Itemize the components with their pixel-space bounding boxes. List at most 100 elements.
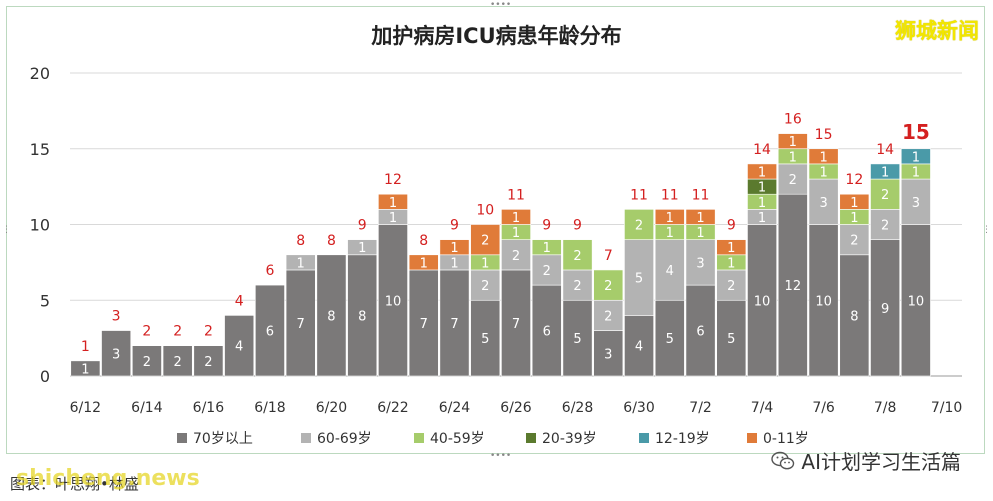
total-value-label: 12	[384, 172, 402, 188]
segment-value-label: 2	[143, 355, 151, 370]
segment-value-label: 1	[758, 165, 766, 180]
segment-value-label: 1	[666, 211, 674, 226]
total-value-label: 9	[573, 218, 582, 234]
bar-segment	[470, 299, 501, 377]
footer-brand: AI计划学习生活篇	[771, 446, 961, 475]
bar-segment	[716, 239, 747, 256]
segment-value-label: 2	[727, 279, 735, 294]
segment-value-label: 2	[573, 279, 581, 294]
segment-value-label: 7	[512, 317, 520, 332]
bar-segment	[531, 254, 562, 286]
bar-segment	[347, 254, 378, 377]
x-tick-label: 6/30	[623, 400, 654, 416]
segment-value-label: 2	[481, 279, 489, 294]
resize-handle-top[interactable]: ••••	[490, 0, 512, 10]
segment-value-label: 2	[204, 355, 212, 370]
segment-value-label: 1	[512, 211, 520, 226]
segment-value-label: 1	[696, 211, 704, 226]
watermark-logo: 狮城新闻	[895, 19, 979, 43]
segment-value-label: 1	[850, 196, 858, 211]
x-tick-label: 7/8	[874, 400, 897, 416]
segment-value-label: 5	[481, 332, 489, 347]
total-value-label: 14	[753, 142, 771, 158]
x-tick-label: 6/26	[500, 400, 532, 416]
legend-swatch	[414, 433, 424, 443]
segment-value-label: 2	[573, 249, 581, 264]
segment-value-label: 1	[819, 150, 827, 165]
x-tick-label: 6/22	[377, 400, 408, 416]
segment-value-label: 10	[754, 294, 771, 309]
x-tick-label: 6/28	[562, 400, 593, 416]
segment-value-label: 6	[266, 325, 274, 340]
segment-value-label: 1	[420, 256, 428, 271]
total-value-label: 8	[296, 233, 305, 249]
segment-value-label: 1	[758, 211, 766, 226]
bar-segment	[593, 269, 624, 301]
segment-value-label: 1	[912, 150, 920, 165]
bar-segment	[747, 224, 777, 377]
resize-handle-right[interactable]: ⋮	[982, 225, 991, 235]
bar-segment	[685, 284, 716, 377]
bar-segment	[501, 269, 531, 377]
legend-label: 60-69岁	[317, 431, 372, 447]
bar-segment	[900, 148, 931, 165]
total-value-label: 6	[265, 263, 274, 279]
bar-segment	[870, 209, 901, 240]
legend-label: 12-19岁	[655, 431, 710, 447]
bar-segment	[593, 299, 624, 331]
legend-item: 12-19岁	[639, 428, 710, 448]
bar-segment	[747, 163, 777, 180]
total-value-label: 9	[450, 218, 459, 234]
legend-item: 60-69岁	[301, 428, 372, 448]
segment-value-label: 6	[543, 325, 551, 340]
segment-value-label: 1	[881, 165, 889, 180]
bar-segment	[285, 269, 316, 377]
bar-segment	[839, 254, 870, 377]
segment-value-label: 6	[696, 325, 704, 340]
total-value-label: 10	[476, 203, 494, 219]
legend-item: 0-11岁	[747, 428, 809, 448]
legend-label: 0-11岁	[763, 431, 809, 447]
y-tick-label: 10	[30, 216, 50, 235]
segment-value-label: 2	[881, 188, 889, 203]
segment-value-label: 3	[604, 347, 612, 362]
site-watermark: shicheng.news	[16, 466, 200, 491]
total-value-label: 11	[661, 187, 679, 203]
chart-title: 加护病房ICU病患年龄分布	[371, 24, 622, 48]
segment-value-label: 1	[727, 241, 735, 256]
y-tick-label: 15	[30, 140, 50, 159]
segment-value-label: 1	[543, 241, 551, 256]
segment-value-label: 3	[912, 196, 920, 211]
segment-value-label: 2	[481, 234, 489, 249]
segment-value-label: 1	[358, 241, 366, 256]
bar-segment	[562, 269, 593, 301]
resize-handle-bottom[interactable]: ••••	[490, 451, 512, 461]
total-value-label: 2	[142, 324, 151, 340]
resize-handle-left[interactable]: ⋮	[2, 225, 11, 235]
bar-segment	[624, 239, 654, 316]
segment-value-label: 5	[727, 332, 735, 347]
x-tick-label: 6/24	[439, 400, 471, 416]
bar-segment	[654, 239, 685, 301]
bar-segment	[470, 269, 501, 301]
y-tick-label: 5	[40, 291, 50, 310]
segment-value-label: 1	[512, 226, 520, 241]
chart-frame	[6, 6, 985, 454]
x-tick-label: 6/12	[70, 400, 101, 416]
segment-value-label: 1	[450, 241, 458, 256]
segment-value-label: 4	[666, 264, 674, 279]
segment-value-label: 7	[297, 317, 305, 332]
segment-value-label: 2	[174, 355, 182, 370]
legend-label: 20-39岁	[542, 431, 597, 447]
bar-segment	[470, 224, 501, 256]
segment-value-label: 1	[758, 196, 766, 211]
x-tick-label: 6/18	[254, 400, 285, 416]
segment-value-label: 1	[297, 256, 305, 271]
segment-value-label: 1	[81, 362, 89, 377]
bar-segment	[777, 163, 808, 195]
segment-value-label: 10	[908, 294, 925, 309]
total-value-label: 8	[419, 233, 428, 249]
total-value-label: 11	[630, 187, 648, 203]
y-tick-label: 20	[30, 64, 50, 83]
